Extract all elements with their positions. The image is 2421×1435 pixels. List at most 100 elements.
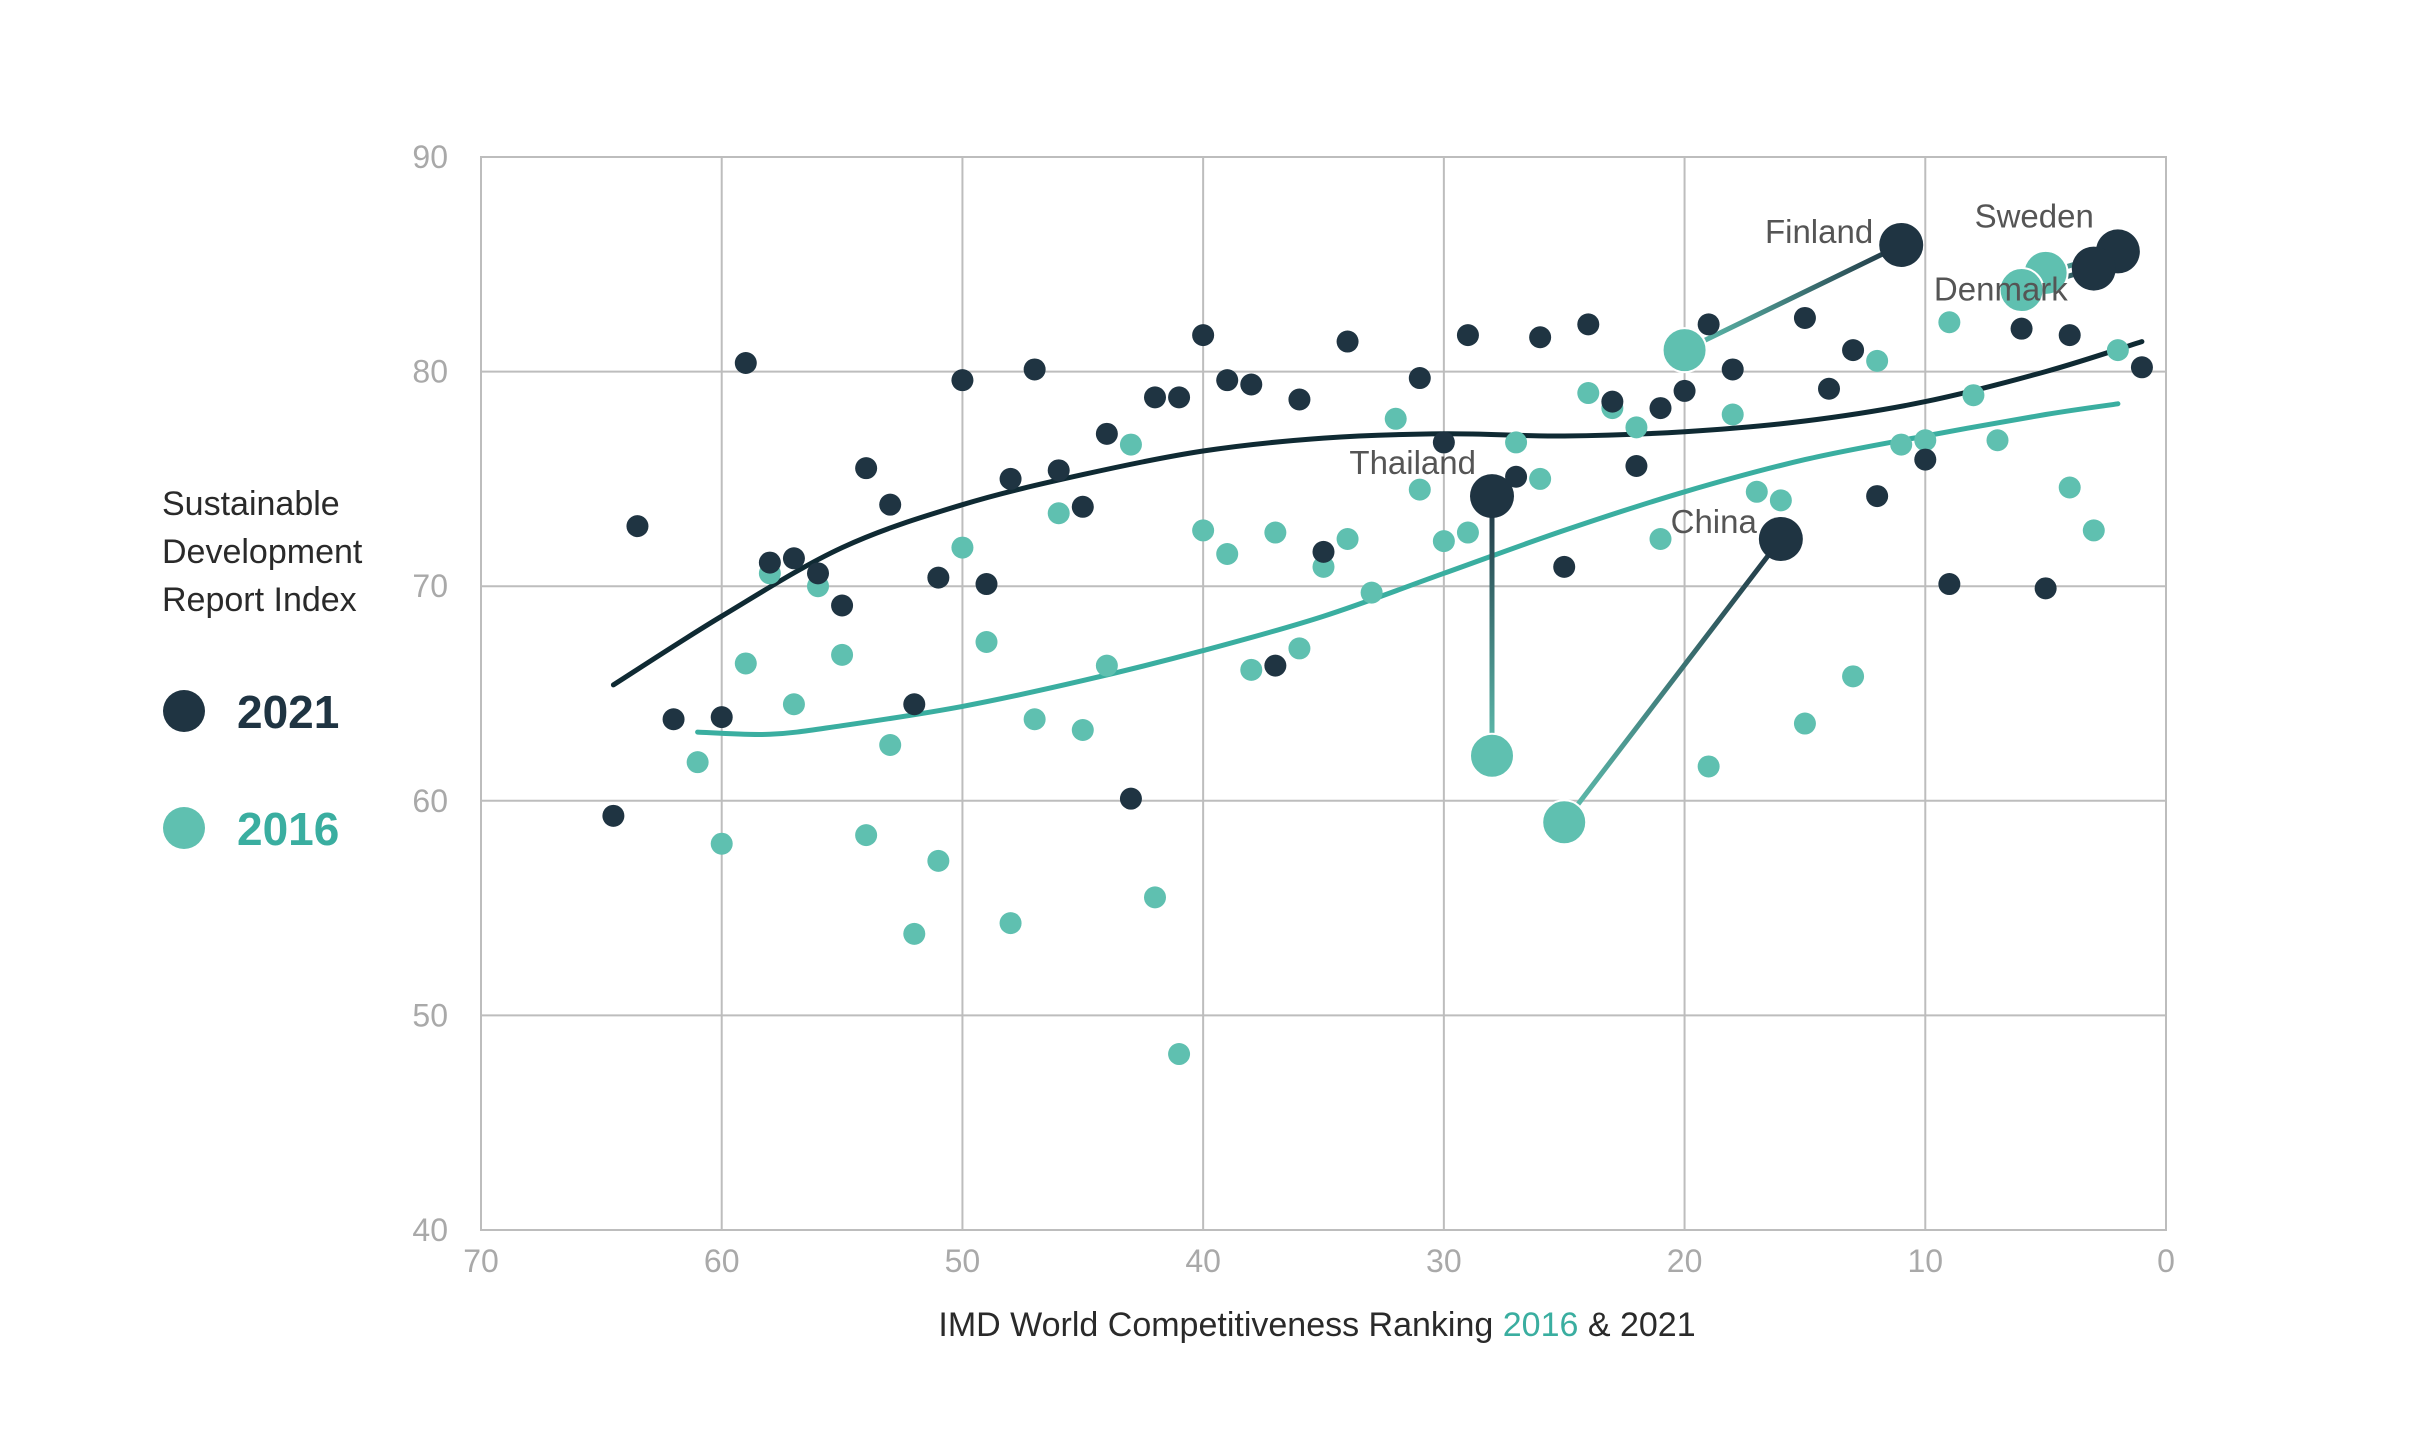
x-axis-title: IMD World Competitiveness Ranking 2016 &…	[938, 1306, 1695, 1344]
y-axis-label-line-3: Report Index	[162, 581, 357, 619]
series-2021-points	[602, 306, 2153, 827]
legend-label-2021: 2021	[237, 686, 339, 738]
point-2016	[1023, 708, 1046, 731]
x-tick-label: 40	[1185, 1243, 1221, 1279]
point-2021	[1047, 459, 1070, 482]
point-2021	[1842, 339, 1865, 362]
point-2016	[1986, 429, 2009, 452]
point-2021	[1601, 390, 1624, 413]
point-2016	[1529, 467, 1552, 490]
highlight-2016-finland	[1661, 327, 1708, 374]
point-2021	[1553, 555, 1576, 578]
point-2016	[734, 652, 757, 675]
point-2021	[1577, 313, 1600, 336]
trend-lines	[610, 339, 2145, 738]
point-2021	[1697, 313, 1720, 336]
point-2021	[2034, 577, 2057, 600]
x-tick-labels: 70 60 50 40 30 20 10 0	[463, 1243, 2175, 1279]
point-2021	[855, 457, 878, 480]
point-2016	[1144, 886, 1166, 909]
point-2016	[1384, 407, 1407, 430]
point-2021	[1456, 324, 1479, 347]
point-2021	[1095, 422, 1118, 445]
point-2016	[1408, 478, 1431, 501]
point-2021	[1264, 654, 1287, 677]
point-2016	[1336, 527, 1359, 550]
legend-label-2016: 2016	[237, 803, 339, 855]
y-axis-label-line-1: Sustainable	[162, 485, 340, 523]
point-2021	[975, 573, 998, 596]
point-2016	[1216, 543, 1239, 566]
point-2016	[1745, 480, 1768, 503]
series-2016-points	[686, 311, 2129, 1066]
point-2021	[1168, 386, 1191, 409]
point-2016	[1192, 519, 1215, 542]
point-2016	[782, 693, 805, 716]
point-2021	[951, 369, 974, 392]
point-2016	[951, 536, 974, 559]
point-2021	[927, 566, 950, 589]
point-2021	[1288, 388, 1311, 411]
point-2021	[999, 467, 1022, 490]
point-2016	[2058, 476, 2081, 499]
point-2021	[2058, 324, 2081, 347]
point-2016	[1625, 416, 1648, 439]
point-2021	[1240, 373, 1263, 396]
point-2016	[975, 630, 998, 653]
point-2021	[2010, 317, 2033, 340]
point-2016	[879, 734, 902, 757]
y-tick-label: 90	[412, 139, 448, 175]
point-2021	[1408, 367, 1431, 390]
point-2016	[1240, 658, 1263, 681]
x-axis-title-prefix: IMD World Competitiveness Ranking	[938, 1306, 1502, 1344]
point-2021	[1192, 324, 1215, 347]
point-2021	[626, 515, 649, 538]
x-axis-title-suffix: & 2021	[1578, 1306, 1695, 1344]
point-2021	[903, 693, 926, 716]
connector-finland	[1683, 242, 1903, 353]
point-2016	[2106, 339, 2129, 362]
highlight-2016-china	[1541, 799, 1588, 846]
point-2021	[1938, 573, 1961, 596]
trend-line-2021	[610, 339, 2145, 688]
annotation-finland: Finland	[1765, 213, 1873, 250]
point-2016	[1360, 581, 1383, 604]
point-2016	[1264, 521, 1287, 544]
point-2016	[1071, 718, 1094, 741]
point-2016	[1697, 755, 1720, 778]
legend-marker-2021	[163, 690, 205, 732]
point-2021	[1793, 306, 1816, 329]
point-2021	[1432, 431, 1455, 454]
point-2021	[1625, 455, 1648, 478]
x-tick-label: 70	[463, 1243, 499, 1279]
point-2016	[2082, 519, 2105, 542]
connector-china	[1562, 537, 1783, 824]
highlight-2021-china	[1758, 516, 1803, 561]
point-2016	[1432, 530, 1455, 553]
point-2016	[1288, 637, 1311, 660]
point-2016	[1866, 349, 1889, 372]
highlight-2016-thailand	[1469, 732, 1515, 779]
highlighted-points	[1469, 222, 2140, 846]
y-tick-label: 70	[412, 568, 448, 604]
highlight-2016-denmark	[1998, 267, 2045, 314]
point-2021	[1144, 386, 1166, 409]
point-2021	[1914, 448, 1937, 471]
legend-marker-2016	[163, 807, 205, 849]
plot-frame	[480, 156, 2167, 1231]
point-2021	[734, 352, 757, 375]
point-2021	[1673, 379, 1696, 402]
point-2016	[855, 824, 878, 847]
highlight-2021-finland	[1879, 222, 1924, 267]
x-tick-label: 10	[1907, 1243, 1943, 1279]
point-2016	[1456, 521, 1479, 544]
point-2016	[1938, 311, 1961, 334]
point-2021	[1312, 540, 1335, 563]
point-2016	[1842, 665, 1865, 688]
y-tick-labels: 90 80 70 60 50 40	[412, 139, 448, 1248]
point-2016	[1649, 527, 1672, 550]
point-2016	[1168, 1043, 1191, 1066]
point-2021	[1071, 495, 1094, 518]
annotation-sweden: Sweden	[1975, 197, 2094, 234]
